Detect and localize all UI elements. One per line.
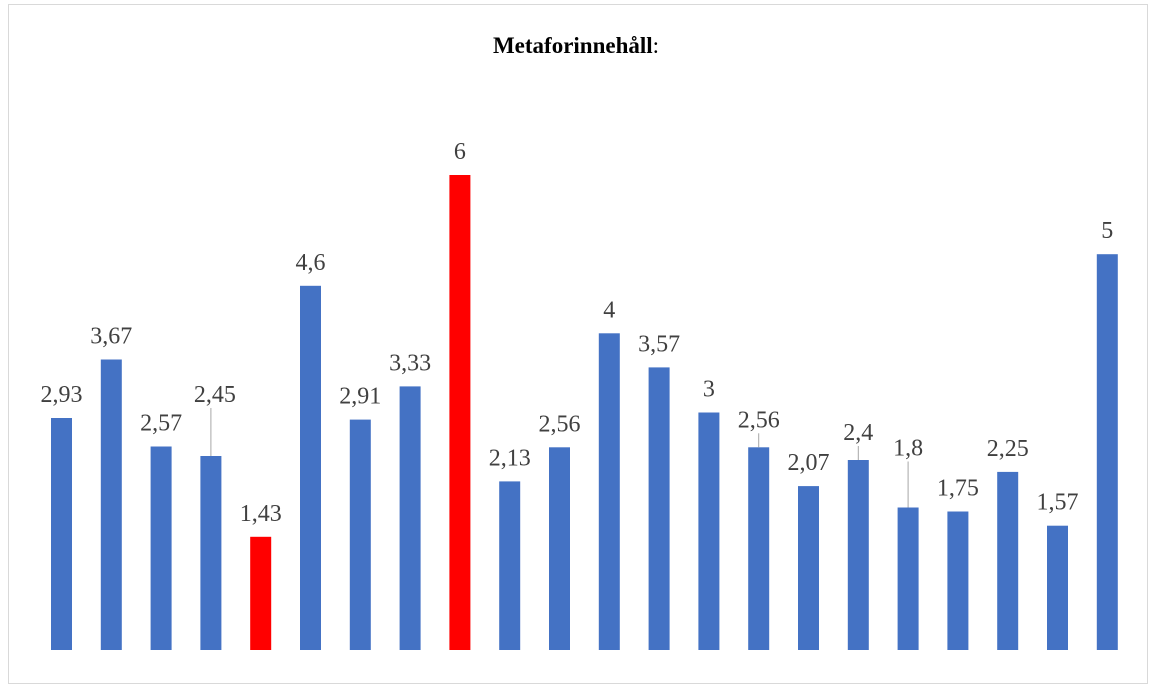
data-label-17: 1,8 [893, 436, 923, 462]
data-label-4: 1,43 [240, 501, 282, 527]
bar-0 [51, 418, 72, 650]
bar-1 [100, 359, 122, 650]
bar-5 [300, 285, 321, 650]
data-label-12: 3,57 [638, 331, 680, 357]
data-label-19: 2,25 [987, 436, 1029, 462]
data-label-13: 3 [703, 377, 715, 403]
data-label-9: 2,13 [489, 445, 531, 471]
data-label-8: 6 [454, 139, 466, 165]
bar-6 [349, 419, 371, 650]
data-label-18: 1,75 [937, 476, 979, 502]
data-label-6: 2,91 [339, 384, 381, 410]
chart-title: Metaforinnehåll: [0, 33, 1152, 59]
data-label-11: 4 [603, 297, 615, 323]
bar-14 [748, 447, 770, 650]
bar-10 [549, 447, 570, 650]
bar-19 [997, 471, 1019, 650]
bar-4 [250, 536, 272, 650]
chart-title-suffix: : [652, 33, 660, 58]
data-label-0: 2,93 [41, 382, 83, 408]
data-label-21: 5 [1101, 218, 1113, 244]
bar-21 [1096, 254, 1118, 650]
data-label-1: 3,67 [90, 324, 132, 350]
chart-title-text: Metaforinnehåll [492, 33, 653, 58]
bar-7 [399, 386, 421, 650]
bar-20 [1047, 525, 1068, 650]
data-label-15: 2,07 [788, 450, 830, 476]
data-label-20: 1,57 [1037, 490, 1079, 516]
bar-12 [648, 367, 670, 650]
bar-16 [847, 460, 869, 650]
bar-15 [798, 486, 819, 650]
bar-17 [897, 507, 919, 650]
data-label-2: 2,57 [140, 411, 182, 437]
bar-11 [598, 333, 620, 650]
data-label-10: 2,56 [539, 411, 581, 437]
bar-9 [499, 481, 521, 650]
data-label-7: 3,33 [389, 350, 431, 376]
bar-8 [449, 175, 471, 650]
bar-3 [200, 456, 222, 650]
data-label-16: 2,4 [843, 420, 873, 446]
bar-2 [150, 446, 172, 650]
bar-18 [947, 511, 969, 650]
data-label-14: 2,56 [738, 407, 780, 433]
bar-13 [698, 412, 720, 650]
data-label-3: 2,45 [194, 382, 236, 408]
data-label-5: 4,6 [296, 250, 326, 276]
